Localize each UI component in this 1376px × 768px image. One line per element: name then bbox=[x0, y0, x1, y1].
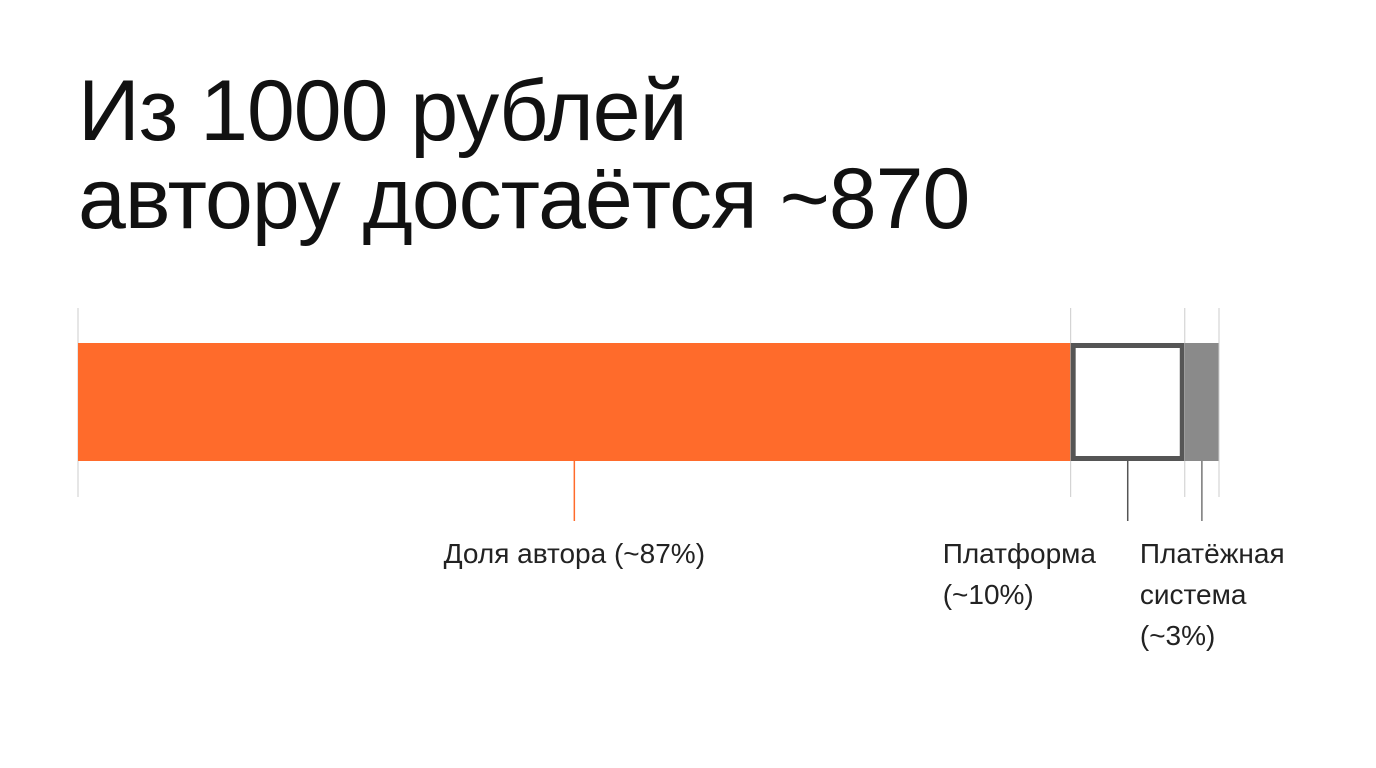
bar-segment bbox=[1184, 343, 1219, 461]
segment-name: Доля автора bbox=[443, 538, 607, 569]
segment-name: Платформа bbox=[942, 538, 1096, 569]
segment-value-label: (~3%) bbox=[1139, 620, 1216, 651]
bar-segment bbox=[78, 343, 1071, 461]
segment-label: Доля автора (~87%) bbox=[414, 533, 734, 574]
segment-value-label: (~10%) bbox=[942, 579, 1034, 610]
segment-value-label: (~87%) bbox=[613, 538, 706, 569]
bar-segment bbox=[1070, 343, 1185, 461]
segment-label: Платформа (~10%) bbox=[943, 533, 1128, 615]
chart-title: автору достаётся ~870 bbox=[78, 151, 969, 247]
segment-name: Платёжная система bbox=[1139, 538, 1285, 610]
segment-label: Платёжная система (~3%) bbox=[1140, 533, 1315, 656]
chart-title: Из 1000 рублей bbox=[78, 63, 687, 159]
